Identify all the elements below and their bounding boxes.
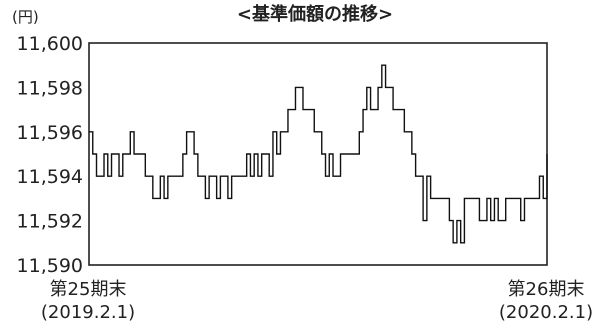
x-end-label-line1: 第26期末 [508,279,585,300]
x-start-label-line1: 第25期末 [50,279,127,300]
y-unit-label: (円) [12,8,39,26]
y-tick-label: 11,598 [17,77,83,99]
y-tick-label: 11,590 [17,255,83,277]
plot-frame [88,42,548,266]
y-tick-label: 11,594 [17,166,83,188]
y-axis: 11,590 11,592 11,594 11,596 11,598 11,600 [17,33,83,277]
series-line [89,64,548,244]
y-tick-label: 11,596 [17,122,83,144]
y-tick-label: 11,600 [17,33,83,55]
chart-title: <基準価額の推移> [237,3,393,25]
x-start-label-line2: (2019.2.1) [41,302,135,323]
x-end-label-line2: (2020.2.1) [499,302,593,323]
y-tick-label: 11,592 [17,211,83,233]
